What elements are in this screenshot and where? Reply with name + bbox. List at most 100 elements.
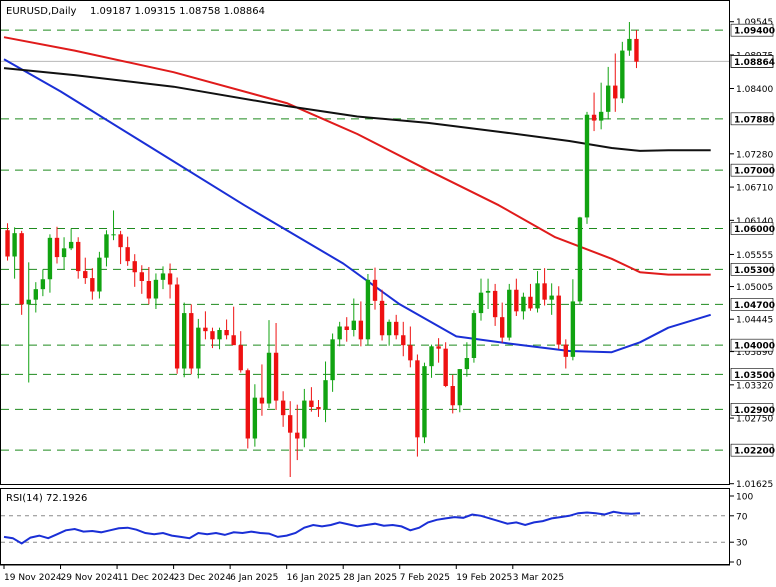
candle xyxy=(153,273,159,309)
rsi-levels xyxy=(1,515,729,543)
level-label: 1.02900 xyxy=(734,406,775,416)
candle xyxy=(471,310,477,363)
level-label: 1.04700 xyxy=(734,301,775,311)
candle xyxy=(542,268,547,306)
candle xyxy=(231,306,236,346)
candle xyxy=(337,321,342,347)
price-tick-label: 1.02750 xyxy=(736,415,773,425)
time-tick-label: 23 Dec 2024 xyxy=(174,573,232,583)
price-tick-label: 1.04445 xyxy=(736,316,773,326)
candle xyxy=(464,342,470,377)
price-pane[interactable]: EURUSD,Daily 1.09187 1.09315 1.08758 1.0… xyxy=(0,0,730,485)
candle xyxy=(19,230,24,315)
candle xyxy=(217,327,222,350)
time-tick-label: 11 Dec 2024 xyxy=(117,573,175,583)
time-tick-label: 28 Jan 2025 xyxy=(343,573,397,583)
candle xyxy=(358,301,364,347)
price-tick-label: 1.05555 xyxy=(736,251,773,261)
candle xyxy=(492,283,498,326)
moving-averages xyxy=(3,36,711,354)
level-label-box xyxy=(730,443,774,457)
candle xyxy=(12,227,17,279)
candle xyxy=(160,266,166,290)
candle xyxy=(500,302,505,343)
candle xyxy=(443,342,448,388)
price-tick-label: 1.08400 xyxy=(736,85,773,95)
candle xyxy=(634,30,639,69)
candle xyxy=(266,320,272,409)
level-label: 1.02200 xyxy=(734,447,775,457)
level-label-box xyxy=(730,298,774,311)
level-label: 1.07880 xyxy=(734,115,775,125)
candle xyxy=(68,228,74,251)
candle xyxy=(47,234,53,293)
candle xyxy=(26,262,31,383)
current-price-label: 1.08864 xyxy=(734,58,775,68)
level-label: 1.04000 xyxy=(734,342,775,352)
price-tick-label: 1.06710 xyxy=(736,184,773,194)
candle xyxy=(238,331,243,373)
candle xyxy=(196,318,201,379)
candle xyxy=(485,278,491,309)
candle xyxy=(365,274,371,346)
rsi-tick-label: 70 xyxy=(736,512,748,522)
candle xyxy=(259,364,265,416)
candle xyxy=(627,22,632,56)
candle xyxy=(5,223,10,261)
candle xyxy=(415,354,420,457)
candle xyxy=(288,401,293,477)
level-label-box xyxy=(730,338,774,352)
level-label-box xyxy=(730,368,774,381)
candle xyxy=(323,361,328,423)
level-label: 1.07000 xyxy=(734,167,775,177)
candle xyxy=(111,210,116,241)
current-price-box xyxy=(730,55,774,68)
support-resistance-levels xyxy=(1,29,729,451)
candle xyxy=(379,289,385,341)
price-axis: 1.095451.089751.084001.072801.067101.061… xyxy=(730,18,775,490)
candle xyxy=(507,283,512,341)
candle xyxy=(570,279,576,361)
candle xyxy=(83,257,88,284)
candle xyxy=(556,286,561,350)
candle xyxy=(401,321,406,357)
time-tick-label: 16 Jan 2025 xyxy=(287,573,341,583)
price-tick-label: 1.05005 xyxy=(736,283,773,293)
candle xyxy=(167,263,173,299)
rsi-pane[interactable]: RSI(14) 72.1926 xyxy=(0,488,730,565)
time-tick-label: 7 Feb 2025 xyxy=(400,573,450,583)
candle xyxy=(478,278,484,321)
price-tick-label: 1.03890 xyxy=(736,348,773,358)
candle xyxy=(591,92,597,132)
rsi-tick-label: 0 xyxy=(736,559,742,569)
ma-mid-line xyxy=(3,36,711,276)
candle xyxy=(344,317,349,342)
candle xyxy=(182,302,187,378)
rsi-line xyxy=(3,510,641,545)
candle xyxy=(436,338,441,363)
level-label: 1.06000 xyxy=(734,225,775,235)
candle xyxy=(245,368,250,449)
candle xyxy=(97,251,102,299)
candle xyxy=(577,216,583,305)
candle xyxy=(76,237,81,279)
candle xyxy=(224,319,229,340)
price-tick-label: 1.07280 xyxy=(736,150,773,160)
candle xyxy=(132,254,137,287)
candle xyxy=(33,282,38,313)
candle xyxy=(146,267,152,305)
level-label: 1.03500 xyxy=(734,371,775,381)
candle xyxy=(422,362,427,444)
level-label-box xyxy=(730,222,774,235)
candle xyxy=(139,265,144,294)
candle xyxy=(598,82,604,130)
ma-fast-line xyxy=(3,58,711,354)
candle xyxy=(584,111,590,224)
candle xyxy=(125,236,130,266)
candle xyxy=(295,404,300,461)
time-tick-label: 19 Nov 2024 xyxy=(4,573,62,583)
candle xyxy=(457,369,462,413)
candle xyxy=(189,304,194,375)
